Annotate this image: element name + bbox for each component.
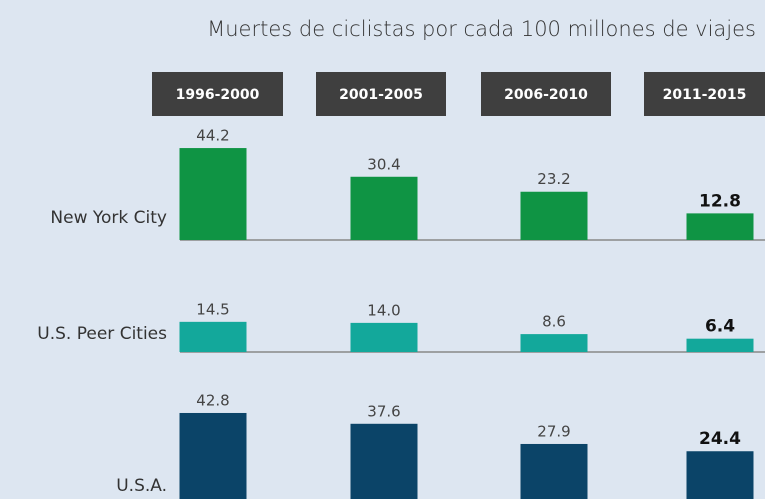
period-header [152,72,283,116]
bar [686,213,754,240]
value-label: 6.4 [705,317,735,337]
period-label: 2006-2010 [504,87,588,103]
period-header [481,72,611,116]
bar [350,423,418,499]
value-label: 37.6 [367,402,400,420]
period-label: 1996-2000 [176,87,260,103]
value-label: 8.6 [542,313,566,331]
row-label: New York City [50,208,167,228]
bar [520,334,588,352]
value-label: 14.0 [367,301,400,319]
bar [686,451,754,499]
period-header [644,72,765,116]
value-label: 24.4 [699,429,741,449]
bar [179,148,247,240]
bar [179,412,247,499]
bar [686,338,754,352]
bar [350,322,418,352]
value-label: 44.2 [196,127,229,145]
bar [520,191,588,240]
period-label: 2001-2005 [339,87,423,103]
value-label: 42.8 [196,391,229,409]
value-label: 30.4 [367,155,400,173]
row-label: U.S. Peer Cities [37,324,167,344]
bar [520,443,588,499]
bar [350,176,418,240]
value-label: 23.2 [537,170,570,188]
value-label: 14.5 [196,300,229,318]
value-label: 12.8 [699,191,741,211]
period-header [316,72,446,116]
bar [179,321,247,352]
chart-title: Muertes de ciclistas por cada 100 millon… [207,17,756,41]
value-label: 27.9 [537,422,570,440]
period-label: 2011-2015 [663,87,747,103]
row-label: U.S.A. [116,476,167,496]
